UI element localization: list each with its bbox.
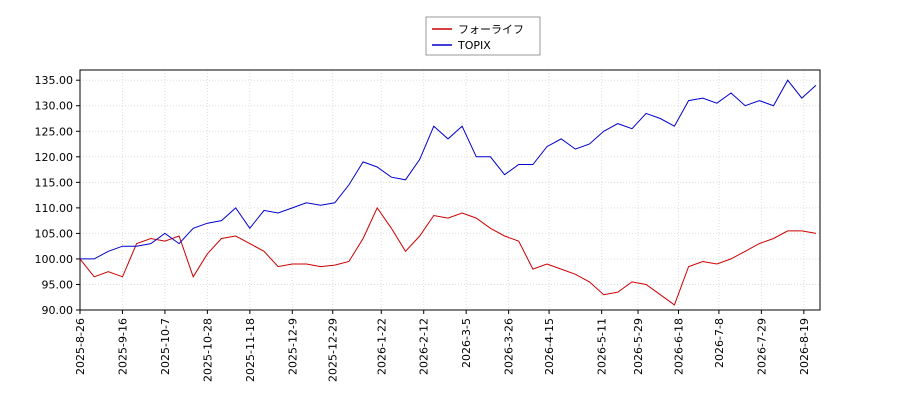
y-tick-label: 115.00 [35, 176, 74, 189]
x-tick-label: 2026-2-12 [418, 318, 431, 375]
y-tick-label: 100.00 [35, 253, 74, 266]
x-tick-label: 2026-7-29 [755, 318, 768, 375]
series-line [80, 79, 817, 260]
y-tick-label: 135.00 [35, 74, 74, 87]
y-tick-label: 105.00 [35, 227, 74, 240]
y-tick-label: 110.00 [35, 202, 74, 215]
x-tick-label: 2026-4-15 [543, 318, 556, 375]
y-tick-label: 90.00 [42, 304, 74, 317]
legend-label: フォーライフ [458, 23, 524, 36]
x-tick-label: 2026-8-19 [798, 318, 811, 375]
y-tick-label: 130.00 [35, 100, 74, 113]
x-tick-label: 2026-6-18 [672, 318, 685, 375]
x-tick-label: 2025-12-29 [327, 318, 340, 382]
y-tick-label: 125.00 [35, 125, 74, 138]
plot-frame [79, 69, 821, 311]
x-tick-label: 2026-7-8 [713, 318, 726, 368]
x-tick-label: 2025-12-9 [286, 318, 299, 375]
x-tick-label: 2026-1-22 [375, 318, 388, 375]
series-line [79, 206, 817, 306]
x-tick-label: 2026-5-29 [632, 318, 645, 375]
y-tick-label: 120.00 [35, 151, 74, 164]
x-tick-label: 2025-11-18 [244, 318, 257, 382]
x-tick-label: 2026-3-26 [503, 318, 516, 375]
legend-label: TOPIX [457, 39, 491, 52]
x-tick-label: 2026-3-5 [460, 318, 473, 368]
x-tick-label: 2025-8-26 [74, 318, 87, 375]
x-tick-label: 2025-10-7 [159, 318, 172, 375]
x-tick-label: 2025-9-16 [116, 318, 129, 375]
x-tick-label: 2026-5-11 [596, 318, 609, 375]
legend-box [425, 16, 541, 56]
x-tick-label: 2025-10-28 [201, 318, 214, 382]
y-tick-label: 95.00 [42, 278, 74, 291]
